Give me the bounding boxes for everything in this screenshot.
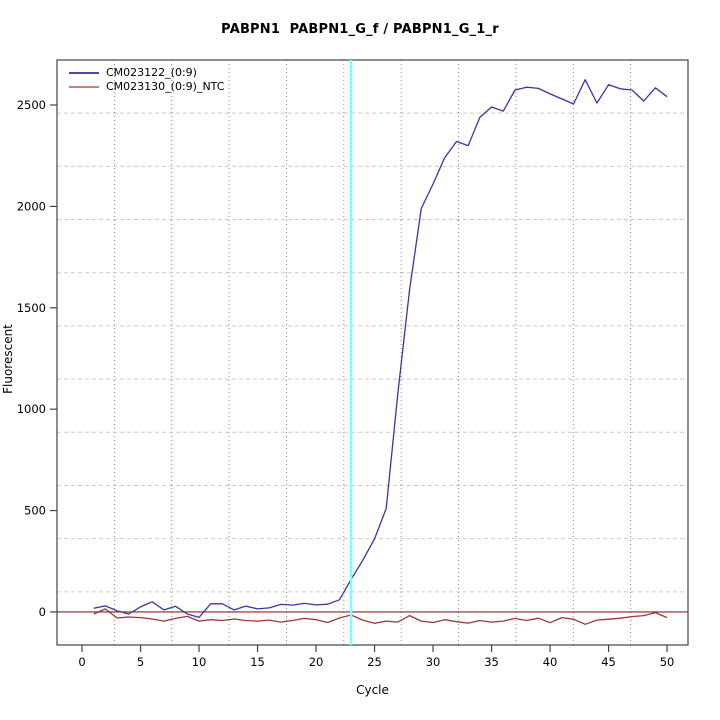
legend-label-ntc: CM023130_(0:9)_NTC: [106, 80, 225, 93]
y-tick-label: 2000: [17, 199, 46, 213]
x-tick-label: 25: [367, 655, 382, 669]
y-tick-label: 1500: [17, 301, 46, 315]
x-axis-label: Cycle: [356, 683, 389, 697]
x-tick-label: 50: [660, 655, 675, 669]
x-tick-label: 40: [543, 655, 558, 669]
plot-border: [56, 59, 689, 646]
y-tick-label: 500: [24, 504, 46, 518]
series-line-ntc: [93, 608, 668, 625]
sample-line-swatch-icon: [69, 72, 99, 74]
x-tick-label: 10: [192, 655, 207, 669]
legend: CM023122_(0:9) CM023130_(0:9)_NTC: [69, 67, 224, 93]
x-tick-label: 20: [309, 655, 324, 669]
x-tick-label: 0: [78, 655, 85, 669]
x-tick-label: 35: [484, 655, 499, 669]
y-tick-label: 1000: [17, 402, 46, 416]
y-axis-label: Fluorescent: [1, 324, 15, 394]
legend-item-sample: CM023122_(0:9): [69, 67, 224, 79]
x-tick-label: 15: [250, 655, 265, 669]
y-tick-label: 0: [39, 605, 46, 619]
ntc-line-swatch-icon: [69, 86, 99, 88]
y-tick-label: 2500: [17, 98, 46, 112]
series-line-sample: [93, 79, 668, 619]
x-tick-label: 5: [137, 655, 144, 669]
chart-title: PABPN1 PABPN1_G_f / PABPN1_G_1_r: [221, 22, 499, 37]
legend-label-sample: CM023122_(0:9): [106, 66, 197, 79]
x-tick-label: 45: [601, 655, 616, 669]
legend-item-ntc: CM023130_(0:9)_NTC: [69, 81, 224, 93]
x-tick-label: 30: [426, 655, 441, 669]
